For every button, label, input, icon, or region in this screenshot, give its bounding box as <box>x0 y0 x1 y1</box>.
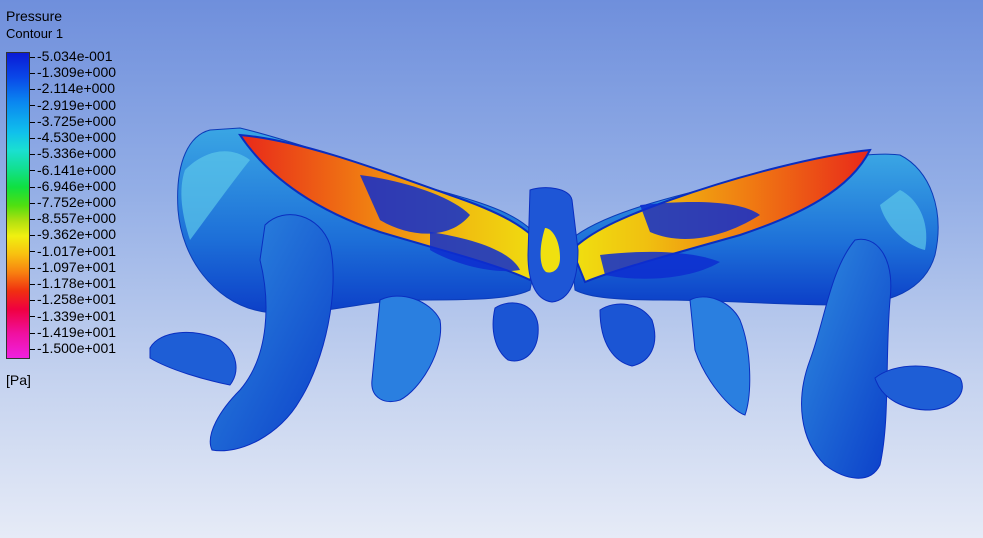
colorbar-tick-label: -5.034e-001 <box>30 48 113 64</box>
colorbar-tick-label: -9.362e+000 <box>30 226 116 242</box>
colorbar-tick-label: -6.141e+000 <box>30 162 116 178</box>
right-mid-leg <box>689 296 751 416</box>
colorbar-tick-label: -8.557e+000 <box>30 210 116 226</box>
colorbar-ticks: -5.034e-001 -1.309e+000 -2.114e+000 -2.919e… <box>30 48 170 362</box>
colorbar-tick-label: -2.919e+000 <box>30 97 116 113</box>
colorbar-tick-label: -1.097e+001 <box>30 259 116 275</box>
colorbar-tick-label: -2.114e+000 <box>30 80 115 96</box>
legend-title: Pressure <box>6 8 63 24</box>
left-wing-blue-patch-2 <box>430 232 520 272</box>
right-wing-blue-patch-2 <box>600 251 720 279</box>
colorbar-tick-label: -1.339e+001 <box>30 308 116 324</box>
right-inner-lobe <box>599 303 656 367</box>
colorbar-tick-label: -6.946e+000 <box>30 178 116 194</box>
colorbar-tick-label: -1.017e+001 <box>30 243 116 259</box>
left-small-lobe <box>149 331 237 386</box>
colorbar-tick-label: -5.336e+000 <box>30 145 116 161</box>
left-wing-blue-patch <box>360 175 470 234</box>
colorbar-tick-label: -1.258e+001 <box>30 291 116 307</box>
right-wing-cyan-highlight <box>880 190 927 250</box>
center-yellow-core <box>540 228 560 273</box>
colorbar-tick-label: -1.309e+000 <box>30 64 116 80</box>
left-leg-large <box>209 214 334 452</box>
colorbar-tick-label: -1.419e+001 <box>30 324 116 340</box>
left-inner-lobe <box>492 302 539 362</box>
colorbar-tick-label: -1.178e+001 <box>30 275 116 291</box>
right-small-lobe <box>874 365 963 411</box>
colorbar-tick-label: -4.530e+000 <box>30 129 116 145</box>
legend-unit: [Pa] <box>6 372 31 388</box>
legend-subtitle: Contour 1 <box>6 26 64 41</box>
right-leg-large <box>801 238 892 479</box>
pressure-colorbar <box>6 52 30 359</box>
colorbar-tick-label: -1.500e+001 <box>30 340 116 356</box>
colorbar-tick-label: -3.725e+000 <box>30 113 116 129</box>
colorbar-tick-label: -7.752e+000 <box>30 194 116 210</box>
left-mid-leg <box>371 295 442 403</box>
right-wing-blue-patch <box>640 202 760 239</box>
left-wing-cyan-highlight <box>181 151 250 240</box>
